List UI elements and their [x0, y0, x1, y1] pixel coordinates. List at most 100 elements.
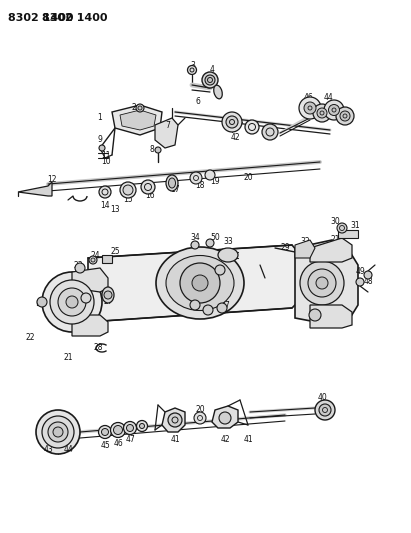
Polygon shape [72, 315, 108, 336]
Text: 34: 34 [190, 233, 200, 243]
Circle shape [48, 422, 68, 442]
Circle shape [217, 303, 227, 313]
Text: 22: 22 [25, 334, 35, 343]
Polygon shape [162, 408, 185, 432]
Circle shape [324, 100, 344, 120]
Text: 8: 8 [150, 146, 155, 155]
Circle shape [58, 288, 86, 316]
Circle shape [205, 75, 215, 85]
Text: 28: 28 [93, 343, 103, 352]
Circle shape [262, 124, 278, 140]
Text: 37: 37 [220, 301, 230, 310]
Circle shape [187, 66, 196, 75]
Circle shape [190, 300, 200, 310]
Ellipse shape [102, 287, 114, 303]
Circle shape [42, 272, 102, 332]
Polygon shape [310, 305, 352, 328]
Text: 38: 38 [217, 265, 227, 274]
Circle shape [136, 421, 148, 432]
Circle shape [141, 180, 155, 194]
Circle shape [102, 429, 109, 435]
Text: 44: 44 [323, 93, 333, 102]
Circle shape [168, 413, 182, 427]
Polygon shape [295, 240, 315, 258]
Text: 50: 50 [210, 233, 220, 243]
Text: 3: 3 [191, 61, 196, 69]
Circle shape [191, 241, 199, 249]
Text: 9: 9 [97, 135, 102, 144]
Circle shape [202, 72, 218, 88]
Text: 14: 14 [100, 200, 110, 209]
Text: 11: 11 [101, 150, 111, 159]
Ellipse shape [218, 248, 238, 262]
Text: 47: 47 [125, 435, 135, 445]
Circle shape [222, 112, 242, 132]
Ellipse shape [166, 255, 234, 311]
Circle shape [316, 277, 328, 289]
Circle shape [219, 412, 231, 424]
Text: 12: 12 [47, 175, 57, 184]
Circle shape [356, 278, 364, 286]
Circle shape [304, 102, 316, 114]
Text: 35: 35 [200, 303, 210, 312]
Text: 21: 21 [63, 353, 73, 362]
Text: 19: 19 [210, 177, 220, 187]
Circle shape [136, 104, 144, 112]
Text: 18: 18 [195, 181, 205, 190]
Text: 7: 7 [166, 120, 171, 130]
Text: 45: 45 [337, 108, 347, 117]
Text: 21: 21 [330, 236, 340, 245]
Circle shape [104, 291, 112, 299]
Text: 2: 2 [132, 103, 136, 112]
Polygon shape [310, 238, 352, 262]
Circle shape [36, 410, 80, 454]
Text: 29: 29 [280, 244, 290, 253]
Text: 41: 41 [243, 435, 253, 445]
Circle shape [99, 145, 105, 151]
Circle shape [127, 424, 134, 432]
Circle shape [215, 265, 225, 275]
Circle shape [245, 120, 259, 134]
Ellipse shape [214, 85, 222, 99]
Text: 33: 33 [223, 238, 233, 246]
Circle shape [113, 425, 122, 434]
Text: 49: 49 [355, 268, 365, 277]
Circle shape [42, 416, 74, 448]
Circle shape [111, 423, 125, 438]
Circle shape [123, 185, 133, 195]
Text: 46: 46 [113, 439, 123, 448]
Polygon shape [338, 230, 358, 238]
Text: 20: 20 [195, 406, 205, 415]
Circle shape [180, 263, 220, 303]
Circle shape [315, 400, 335, 420]
Circle shape [194, 412, 206, 424]
Circle shape [190, 172, 202, 184]
Text: 47: 47 [313, 114, 323, 123]
Polygon shape [155, 118, 178, 148]
Text: 31: 31 [350, 221, 360, 230]
Circle shape [99, 186, 111, 198]
Text: 6: 6 [196, 98, 201, 107]
Circle shape [192, 275, 208, 291]
Polygon shape [72, 268, 108, 292]
Text: 44: 44 [63, 446, 73, 455]
Circle shape [328, 104, 339, 116]
Circle shape [75, 263, 85, 273]
Circle shape [317, 108, 327, 118]
Circle shape [300, 261, 344, 305]
Text: 16: 16 [145, 190, 155, 199]
Circle shape [299, 97, 321, 119]
Text: 13: 13 [110, 206, 120, 214]
Circle shape [120, 182, 136, 198]
Circle shape [313, 104, 331, 122]
Text: 36: 36 [193, 290, 203, 300]
Text: 26: 26 [77, 294, 87, 303]
Circle shape [66, 296, 78, 308]
Circle shape [364, 271, 372, 279]
Text: 41: 41 [170, 435, 180, 445]
Circle shape [53, 427, 63, 437]
Text: 45: 45 [100, 440, 110, 449]
Text: 20: 20 [243, 174, 253, 182]
Ellipse shape [156, 247, 244, 319]
Text: 27: 27 [103, 297, 113, 306]
